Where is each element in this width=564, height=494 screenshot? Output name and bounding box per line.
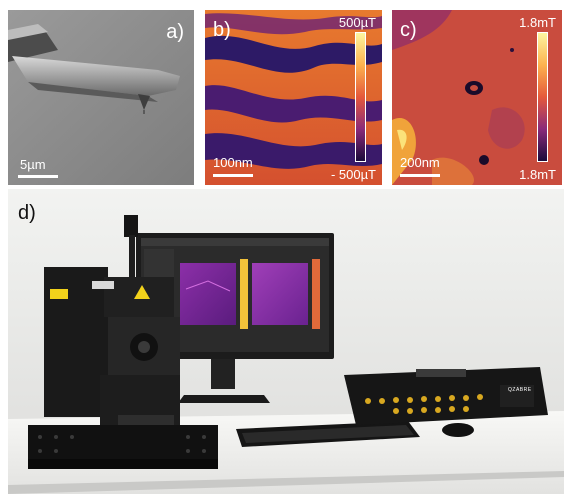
stripe-domain-map	[205, 10, 382, 185]
panel-c-colorbar-min: 1.8mT	[519, 167, 556, 182]
panel-b-letter: b)	[213, 19, 231, 41]
panel-d-instrument-photo: d) QZABRE	[8, 189, 564, 494]
panel-a-letter: a)	[166, 21, 184, 43]
panel-c-colorbar-max: 1.8mT	[519, 15, 556, 30]
cantilever-sem-graphic	[8, 10, 194, 185]
panel-b-colorbar-min: - 500µT	[330, 167, 376, 182]
panel-a-sem-image: a) 5µm	[8, 10, 194, 185]
controller-brand-label: QZABRE	[508, 387, 532, 393]
panel-b-colorbar-max: 500µT	[338, 15, 376, 30]
panel-c-letter: c)	[400, 19, 417, 41]
panel-c-colorbar	[537, 32, 548, 162]
instrument-setup-graphic	[8, 189, 564, 494]
panel-b-magnetic-map: b) 500µT - 500µT 100nm	[205, 10, 382, 185]
panel-a-scale-label: 5µm	[20, 157, 46, 172]
defect-magnetic-map	[392, 10, 562, 185]
panel-d-letter: d)	[18, 202, 36, 224]
panel-b-colorbar	[355, 32, 366, 162]
panel-c-magnetic-map: c) 1.8mT 1.8mT 200nm	[392, 10, 562, 185]
panel-a-scale-bar	[18, 175, 58, 178]
panel-c-scale-bar	[400, 174, 440, 177]
panel-c-scale-label: 200nm	[400, 155, 440, 170]
panel-b-scale-label: 100nm	[213, 155, 253, 170]
panel-b-scale-bar	[213, 174, 253, 177]
